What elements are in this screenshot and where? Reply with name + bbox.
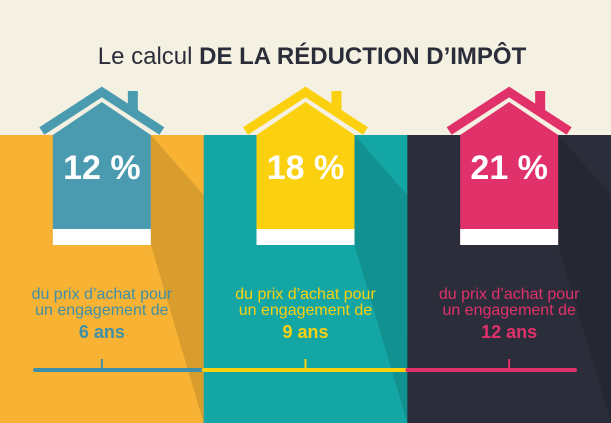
roof xyxy=(446,86,572,135)
shadow xyxy=(354,135,408,423)
duration: 6 ans xyxy=(79,322,125,342)
description-line: du prix d’achat pour xyxy=(32,286,173,303)
title: Le calcul DE LA RÉDUCTION D’IMPÔT xyxy=(98,42,527,70)
percent: 18 % xyxy=(267,149,345,187)
house-body xyxy=(256,102,355,245)
chimney xyxy=(127,91,138,111)
chimney xyxy=(535,91,546,111)
house-base xyxy=(52,229,151,245)
description-line: du prix d’achat pour xyxy=(235,286,376,303)
house-body xyxy=(460,102,559,245)
description-line: du prix d’achat pour xyxy=(439,286,580,303)
description-line: un engagement de xyxy=(442,302,576,319)
house-body xyxy=(52,102,151,245)
roof xyxy=(39,86,165,135)
house-base xyxy=(256,229,355,245)
percent: 21 % xyxy=(470,149,548,187)
duration: 9 ans xyxy=(282,322,328,342)
house-base xyxy=(460,229,559,245)
duration: 12 ans xyxy=(481,322,537,342)
shadow xyxy=(150,135,204,423)
shadow xyxy=(558,135,611,423)
percent: 12 % xyxy=(63,149,141,187)
title-bold: DE LA RÉDUCTION D’IMPÔT xyxy=(199,42,526,70)
description-line: un engagement de xyxy=(35,302,169,319)
description-line: un engagement de xyxy=(239,302,373,319)
roof xyxy=(243,86,368,135)
title-regular: Le calcul xyxy=(98,43,193,70)
chimney xyxy=(331,91,342,111)
